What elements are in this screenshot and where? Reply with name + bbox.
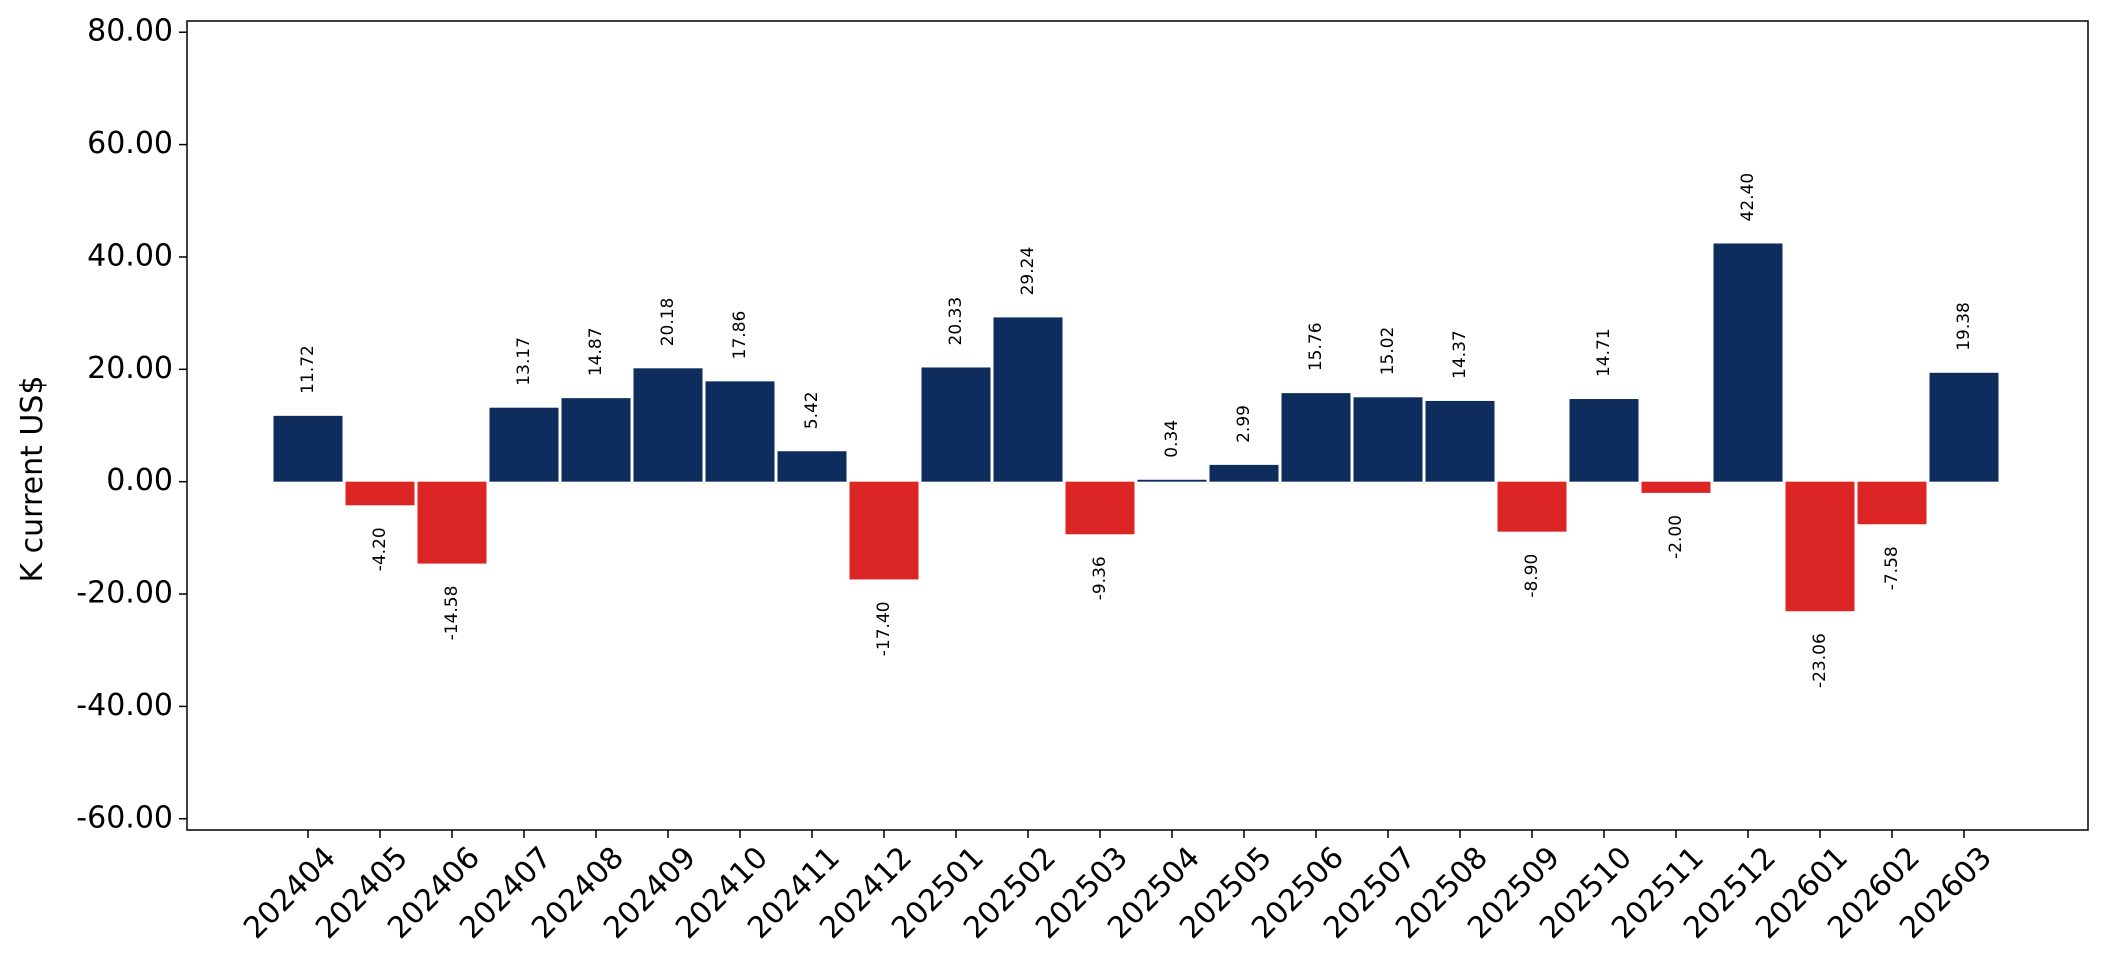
bar: [1713, 243, 1783, 482]
data-label: 5.42: [802, 391, 822, 429]
data-label: 2.99: [1234, 405, 1254, 443]
bar: [1857, 481, 1927, 525]
data-label: 17.86: [730, 311, 750, 360]
bar: [489, 407, 559, 482]
data-label: -17.40: [874, 601, 894, 656]
y-tick-label: 40.00: [87, 238, 173, 273]
bar: [777, 451, 847, 482]
bar: [561, 398, 631, 482]
bar: [993, 317, 1063, 482]
data-label: -14.58: [442, 586, 462, 641]
data-label: 0.34: [1162, 420, 1182, 458]
bar: [705, 381, 775, 482]
y-tick-label: -60.00: [76, 800, 173, 835]
bar: [417, 481, 487, 564]
data-label: 14.87: [586, 327, 606, 376]
y-tick-label: -20.00: [76, 576, 173, 611]
data-label: -4.20: [370, 527, 390, 571]
data-label: -23.06: [1810, 633, 1830, 688]
bar: [1065, 481, 1135, 535]
bar: [1281, 393, 1351, 482]
y-tick-label: 60.00: [87, 126, 173, 161]
y-tick-label: 20.00: [87, 351, 173, 386]
bar: [1137, 479, 1207, 482]
data-label: 15.02: [1378, 327, 1398, 376]
plot-area: 11.72 -4.20 -14.58 13.17 14.87 20.18 17.86 5.42…: [76, 14, 2089, 946]
data-label: 14.71: [1594, 328, 1614, 377]
bar: [921, 367, 991, 482]
bar: [633, 368, 703, 482]
y-axis-title: K current US$: [15, 375, 50, 582]
data-label: 20.33: [946, 297, 966, 346]
y-tick-label: -40.00: [76, 688, 173, 723]
plot-frame: [186, 20, 2089, 831]
data-label: 15.76: [1306, 322, 1326, 371]
bar: [849, 481, 919, 580]
bar: [1569, 399, 1639, 482]
bar: [1353, 397, 1423, 482]
bar: [1425, 400, 1495, 482]
bar: [1641, 481, 1711, 493]
bar: [1785, 481, 1855, 612]
data-label: -8.90: [1522, 554, 1542, 598]
bar: [1929, 372, 1999, 482]
bar: [345, 481, 415, 506]
data-label: 20.18: [658, 298, 678, 347]
y-tick-label: 80.00: [87, 14, 173, 49]
bar: [1209, 464, 1279, 482]
data-label: -2.00: [1666, 515, 1686, 559]
data-label: 29.24: [1018, 247, 1038, 296]
data-label: 13.17: [514, 337, 534, 386]
bar: [273, 415, 343, 482]
data-label: -9.36: [1090, 556, 1110, 600]
bar: [1497, 481, 1567, 532]
data-label: -7.58: [1882, 546, 1902, 590]
data-label: 11.72: [298, 345, 318, 394]
data-label: 19.38: [1954, 302, 1974, 351]
y-tick-label: 0.00: [106, 463, 173, 498]
data-label: 14.37: [1450, 330, 1470, 379]
data-label: 42.40: [1738, 173, 1758, 222]
